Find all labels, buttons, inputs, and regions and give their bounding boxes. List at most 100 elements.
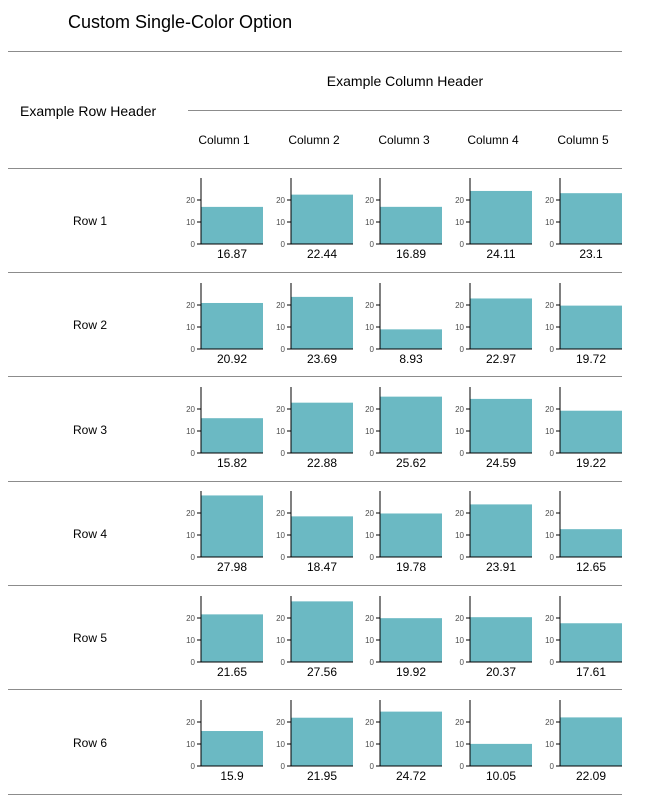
bar-value-label: 12.65: [576, 560, 606, 574]
y-tick-label: 20: [545, 509, 554, 518]
bar-value-label: 15.9: [220, 769, 244, 783]
bar-value-label: 20.92: [217, 352, 247, 366]
y-tick-label: 20: [276, 509, 285, 518]
y-tick-label: 0: [281, 553, 286, 562]
y-tick-label: 10: [276, 218, 285, 227]
bar-value-label: 21.65: [217, 665, 247, 679]
y-tick-label: 0: [281, 449, 286, 458]
y-tick-label: 20: [545, 718, 554, 727]
y-tick-label: 10: [455, 427, 464, 436]
y-tick-label: 10: [545, 531, 554, 540]
column-header: Column 1: [198, 133, 250, 147]
y-tick-label: 0: [460, 658, 465, 667]
bar: [380, 618, 442, 662]
y-tick-label: 10: [545, 636, 554, 645]
bar: [470, 398, 532, 453]
y-tick-label: 10: [365, 636, 374, 645]
y-tick-label: 10: [186, 636, 195, 645]
row-label: Row 3: [72, 423, 107, 437]
y-tick-label: 0: [460, 553, 465, 562]
y-tick-label: 10: [365, 218, 374, 227]
bar-value-label: 24.11: [486, 247, 515, 261]
y-tick-label: 0: [191, 762, 196, 771]
bar: [470, 504, 532, 557]
y-tick-label: 10: [455, 323, 464, 332]
y-tick-label: 20: [186, 718, 195, 727]
bar: [201, 418, 263, 453]
y-tick-label: 0: [281, 762, 286, 771]
row-rule: [8, 272, 622, 273]
y-tick-label: 0: [191, 240, 196, 249]
bar-value-label: 16.87: [217, 247, 247, 261]
bar-value-label: 21.95: [307, 769, 337, 783]
bar-value-label: 23.69: [307, 352, 337, 366]
column-header: Column 2: [288, 133, 340, 147]
row-label: Row 1: [72, 214, 107, 228]
column-header: Column 3: [378, 133, 430, 147]
bottom-rule: [8, 794, 622, 795]
y-tick-label: 10: [186, 531, 195, 540]
y-tick-label: 0: [370, 240, 375, 249]
column-group-header: Example Column Header: [326, 73, 484, 89]
column-group-rule: [188, 110, 622, 111]
y-tick-label: 20: [545, 614, 554, 623]
header-bottom-rule: [8, 168, 622, 169]
y-tick-label: 0: [191, 345, 196, 354]
bar: [291, 296, 353, 349]
y-tick-label: 20: [276, 718, 285, 727]
bar: [560, 410, 622, 453]
y-tick-label: 10: [276, 427, 285, 436]
bar-value-label: 25.62: [396, 456, 426, 470]
y-tick-label: 10: [276, 740, 285, 749]
y-tick-label: 0: [370, 345, 375, 354]
bar-value-label: 8.93: [399, 352, 423, 366]
bar-value-label: 19.72: [576, 352, 606, 366]
y-tick-label: 0: [370, 762, 375, 771]
bar-value-label: 16.89: [396, 247, 426, 261]
y-tick-label: 10: [186, 740, 195, 749]
y-tick-label: 20: [455, 614, 464, 623]
y-tick-label: 20: [186, 509, 195, 518]
bar: [291, 717, 353, 766]
y-tick-label: 0: [370, 658, 375, 667]
row-label: Row 2: [72, 318, 107, 332]
y-tick-label: 0: [460, 762, 465, 771]
bar-value-label: 15.82: [217, 456, 247, 470]
row-rule: [8, 376, 622, 377]
y-tick-label: 10: [455, 636, 464, 645]
y-tick-label: 20: [186, 196, 195, 205]
bar: [380, 329, 442, 349]
y-tick-label: 0: [281, 240, 286, 249]
row-label: Row 6: [72, 736, 107, 750]
bar: [201, 614, 263, 662]
bar: [201, 206, 263, 244]
y-tick-label: 10: [545, 740, 554, 749]
y-tick-label: 0: [460, 449, 465, 458]
y-tick-label: 20: [365, 718, 374, 727]
bar-value-label: 23.91: [486, 560, 516, 574]
bar: [560, 305, 622, 349]
bar: [560, 193, 622, 244]
row-group-header: Example Row Header: [20, 103, 157, 119]
y-tick-label: 20: [545, 196, 554, 205]
y-tick-label: 0: [460, 240, 465, 249]
y-tick-label: 20: [365, 196, 374, 205]
bar: [560, 529, 622, 557]
y-tick-label: 20: [455, 301, 464, 310]
y-tick-label: 10: [276, 531, 285, 540]
bar: [291, 516, 353, 557]
bar: [380, 711, 442, 766]
bar: [470, 190, 532, 244]
row-rule: [8, 585, 622, 586]
y-tick-label: 20: [186, 405, 195, 414]
y-tick-label: 10: [365, 427, 374, 436]
row-rule: [8, 481, 622, 482]
y-tick-label: 20: [276, 301, 285, 310]
bar: [380, 206, 442, 244]
bar-value-label: 22.97: [486, 352, 516, 366]
y-tick-label: 0: [550, 345, 555, 354]
column-header: Column 4: [467, 133, 519, 147]
bar-value-label: 22.88: [307, 456, 337, 470]
y-tick-label: 0: [191, 658, 196, 667]
y-tick-label: 20: [276, 614, 285, 623]
